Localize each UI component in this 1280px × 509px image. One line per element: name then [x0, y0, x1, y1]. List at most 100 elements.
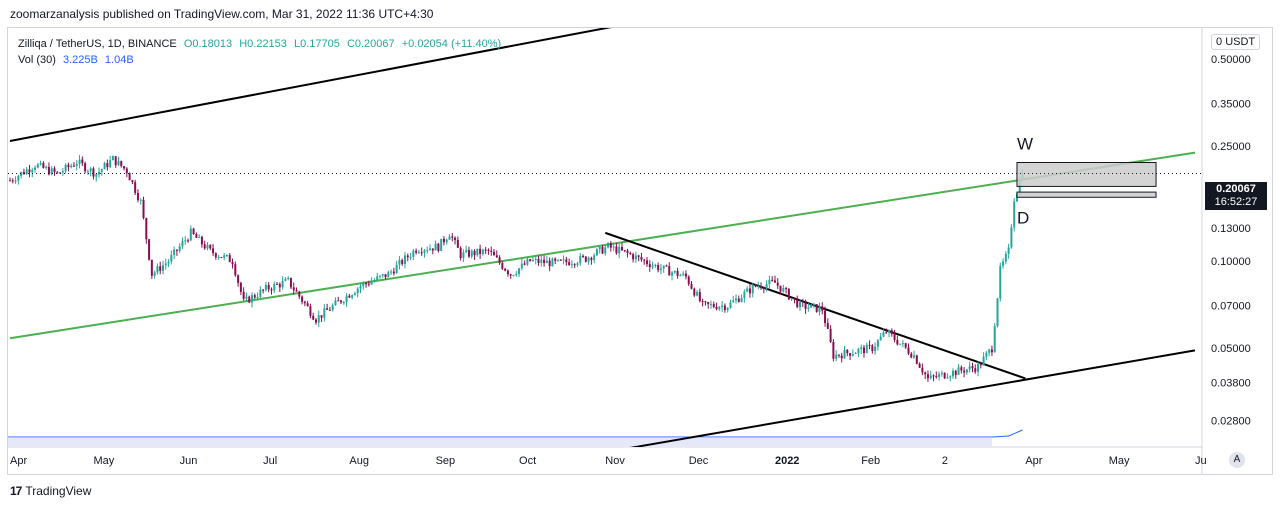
w-annotation: W: [1017, 134, 1033, 153]
candle-body: [150, 259, 153, 276]
time-tick-label: Oct: [519, 455, 536, 467]
candle-body: [924, 372, 927, 375]
candle-body: [214, 253, 217, 258]
candle-body: [34, 167, 37, 170]
candle-body: [312, 315, 315, 320]
tradingview-brand[interactable]: 17 TradingView: [10, 484, 91, 498]
candle-body: [540, 259, 543, 263]
candle-body: [479, 248, 482, 254]
candle-body: [465, 250, 468, 253]
candle-body: [849, 353, 852, 356]
candle-body: [145, 218, 148, 240]
d-annotation: D: [1017, 208, 1029, 227]
candle-body: [737, 298, 740, 302]
candle-body: [832, 341, 835, 359]
volume-legend-row[interactable]: Vol (30) 3.225B 1.04B: [18, 52, 505, 68]
candle-body: [879, 336, 882, 341]
candle-body: [696, 292, 699, 296]
zones-layer: [1016, 161, 1157, 198]
candle-body: [637, 255, 640, 257]
candle-body: [209, 245, 212, 249]
candle-body: [910, 353, 913, 358]
candle-body: [840, 355, 843, 359]
candle-body: [345, 295, 348, 302]
candle-body: [114, 156, 117, 166]
candle-body: [320, 315, 323, 318]
candle-body: [587, 257, 590, 262]
candle-body: [687, 276, 690, 285]
candle-body: [626, 250, 629, 254]
publish-info: zoomarzanalysis published on TradingView…: [10, 7, 434, 21]
candle-body: [25, 169, 28, 175]
candle-body: [662, 265, 665, 269]
time-tick-label: Aug: [349, 455, 369, 467]
symbol-name: Zilliqa / TetherUS, 1D, BINANCE: [18, 38, 177, 50]
candle-body: [351, 295, 354, 298]
price-tick-label: 0.03800: [1211, 377, 1251, 389]
candle-body: [28, 169, 31, 173]
candle-body: [253, 295, 256, 298]
candle-body: [629, 253, 632, 255]
time-tick-label: Feb: [861, 455, 880, 467]
candle-body: [896, 339, 899, 345]
candle-body: [295, 290, 298, 292]
candle-body: [39, 162, 42, 165]
volume-layer: [8, 429, 1023, 446]
candle-body: [512, 275, 515, 277]
candle-body: [259, 289, 262, 297]
currency-selector[interactable]: 0 USDT: [1211, 34, 1261, 50]
candle-body: [292, 287, 295, 291]
candle-body: [762, 288, 765, 290]
candle-body: [175, 249, 178, 251]
candle-body: [721, 305, 724, 307]
candle-body: [106, 163, 109, 168]
candle-body: [376, 276, 379, 280]
candle-body: [170, 254, 173, 262]
candle-body: [551, 258, 554, 267]
time-tick-label: Ju: [1195, 455, 1207, 467]
candle-body: [548, 260, 551, 267]
candle-body: [718, 306, 721, 310]
candle-body: [885, 332, 888, 334]
price-tick-label: 0.25000: [1211, 141, 1251, 153]
candle-body: [735, 298, 738, 301]
candle-body: [95, 174, 98, 177]
candle-body: [668, 266, 671, 276]
candle-body: [239, 282, 242, 292]
trend-lines-layer: [9, 28, 1196, 447]
candle-body: [317, 315, 320, 323]
candle-body: [192, 228, 195, 234]
candle-body: [398, 260, 401, 265]
candle-body: [893, 333, 896, 340]
candle-body: [821, 306, 824, 311]
candle-body: [362, 283, 365, 287]
candle-body: [826, 322, 829, 329]
candle-body: [787, 288, 790, 300]
candle-body: [648, 264, 651, 268]
volume-ma-value: 1.04B: [104, 54, 134, 66]
candle-body: [682, 273, 685, 276]
open-value: O0.18013: [183, 38, 233, 50]
candle-body: [874, 346, 877, 352]
symbol-legend-row[interactable]: Zilliqa / TetherUS, 1D, BINANCE O0.18013…: [18, 36, 505, 52]
candle-body: [751, 284, 754, 294]
candle-body: [159, 266, 162, 271]
candle-body: [206, 245, 209, 249]
auto-scale-button[interactable]: A: [1229, 452, 1245, 468]
candle-body: [907, 347, 910, 354]
candle-body: [926, 374, 929, 379]
time-tick-label: Nov: [605, 455, 625, 467]
candle-body: [298, 291, 301, 297]
candle-body: [854, 353, 857, 355]
candle-body: [876, 340, 879, 347]
candle-body: [373, 279, 376, 282]
candle-body: [98, 171, 101, 175]
candle-body: [22, 172, 25, 175]
candle-body: [657, 264, 660, 271]
candle-body: [212, 248, 215, 254]
candle-body: [198, 236, 201, 238]
candle-body: [1013, 201, 1016, 228]
candle-body: [142, 199, 145, 219]
candle-body: [348, 295, 351, 298]
